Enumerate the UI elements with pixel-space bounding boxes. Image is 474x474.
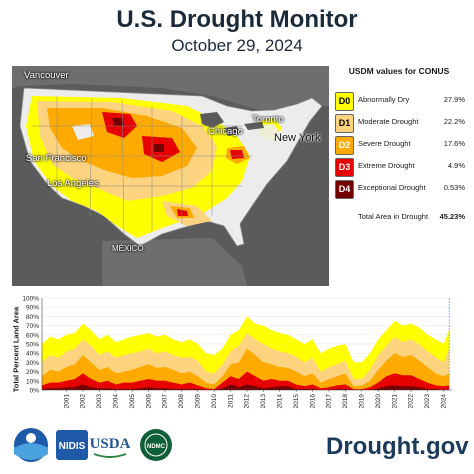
city-label-san-francisco: San Francisco — [26, 153, 87, 164]
legend-value-d2: 17.6% — [443, 139, 465, 148]
y-tick-label: 80% — [26, 314, 39, 321]
x-tick-label: 2021 — [391, 394, 398, 409]
city-label-chicago: Chicago — [208, 126, 243, 137]
legend-title: USDM values for CONUS — [348, 66, 450, 76]
country-label-mexico: MÉXICO — [112, 244, 144, 253]
x-tick-label: 2012 — [244, 394, 251, 409]
x-tick-label: 2006 — [145, 394, 152, 409]
us-map-graphic — [12, 66, 329, 286]
x-tick-label: 2011 — [227, 394, 234, 408]
x-tick-label: 2004 — [113, 394, 120, 409]
city-label-new-york: New York — [274, 132, 321, 144]
legend-label-d2: Severe Drought — [358, 139, 411, 148]
legend-row-d0: D0 Abnormally Dry 27.9% — [331, 92, 467, 111]
legend-swatch-d4: D4 — [335, 180, 354, 199]
x-tick-label: 2005 — [129, 394, 136, 409]
noaa-logo — [14, 428, 48, 462]
x-tick-label: 2020 — [375, 394, 382, 409]
area-series-d2 — [42, 348, 450, 390]
y-tick-label: 100% — [22, 296, 39, 303]
legend-value-d4: 0.53% — [443, 183, 465, 192]
x-tick-label: 2008 — [178, 394, 185, 409]
legend-row-d1: D1 Moderate Drought 22.2% — [331, 114, 467, 133]
ndmc-logo: NDMC — [140, 429, 172, 461]
nidis-logo: NIDIS — [56, 430, 88, 460]
legend-label-d0: Abnormally Dry — [358, 95, 410, 104]
city-label-toronto: Toronto — [252, 114, 284, 125]
usda-logo: USDA — [90, 436, 131, 458]
y-tick-label: 90% — [26, 305, 39, 312]
x-tick-label: 2019 — [359, 394, 366, 409]
x-tick-label: 2024 — [441, 394, 448, 409]
svg-text:USDA: USDA — [90, 436, 131, 452]
legend-value-d3: 4.9% — [447, 161, 465, 170]
city-label-vancouver: Vancouver — [24, 70, 69, 81]
legend-swatch-d2: D2 — [335, 136, 354, 155]
x-tick-label: 2014 — [277, 394, 284, 409]
x-tick-label: 2015 — [293, 394, 300, 409]
legend-label-d1: Moderate Drought — [358, 117, 419, 126]
svg-text:NDMC: NDMC — [147, 444, 166, 450]
y-tick-label: 60% — [26, 332, 39, 339]
x-tick-label: 2016 — [309, 394, 316, 409]
time-series-svg: 0% 10% 20% 30% 40% 50% 60% 70% 80% 90% 100% 2001 200… — [22, 296, 452, 409]
y-tick-label: 40% — [26, 351, 39, 358]
page-title: U.S. Drought Monitor — [116, 6, 358, 33]
drought-map[interactable]: Vancouver Chicago Toronto New York San F… — [12, 66, 329, 286]
y-tick-label: 70% — [26, 323, 39, 330]
legend-row-d3: D3 Extreme Drought 4.9% — [331, 158, 467, 177]
area-series-d4 — [42, 384, 450, 390]
y-tick-label: 10% — [26, 378, 39, 385]
x-tick-label: 2018 — [342, 394, 349, 409]
x-tick-label: 2010 — [211, 394, 218, 409]
legend-row-d4: D4 Exceptional Drought 0.53% — [331, 180, 467, 199]
partner-logos: NIDIS USDA NDMC — [10, 424, 210, 466]
legend-total-label: Total Area in Drought — [358, 212, 429, 221]
x-tick-label: 2001 — [63, 394, 70, 409]
x-tick-label: 2002 — [80, 394, 87, 409]
legend-panel: USDM values for CONUS D0 Abnormally Dry … — [331, 62, 467, 230]
legend-swatch-d1: D1 — [335, 114, 354, 133]
city-label-los-angeles: Los Angeles — [47, 178, 99, 189]
legend-value-d0: 27.9% — [443, 95, 465, 104]
legend-swatch-d0: D0 — [335, 92, 354, 111]
y-tick-label: 30% — [26, 360, 39, 367]
x-tick-label: 2013 — [260, 394, 267, 409]
y-tick-label: 50% — [26, 342, 39, 349]
x-tick-label: 2009 — [195, 394, 202, 409]
x-tick-label: 2003 — [96, 394, 103, 409]
site-link[interactable]: Drought.gov — [326, 433, 469, 460]
legend-value-d1: 22.2% — [443, 117, 465, 126]
legend-swatch-d3: D3 — [335, 158, 354, 177]
x-tick-label: 2022 — [408, 394, 415, 409]
svg-text:NIDIS: NIDIS — [59, 441, 86, 452]
y-tick-label: 0% — [30, 388, 40, 395]
y-tick-label: 20% — [26, 369, 39, 376]
area-series-d3 — [42, 371, 450, 390]
legend-total-value: 45.23% — [439, 212, 465, 221]
x-tick-label: 2023 — [424, 394, 431, 409]
map-date: October 29, 2024 — [171, 36, 303, 55]
x-tick-label: 2017 — [326, 394, 333, 409]
legend-label-d3: Extreme Drought — [358, 161, 415, 170]
legend-row-d2: D2 Severe Drought 17.6% — [331, 136, 467, 155]
x-tick-label: 2007 — [162, 394, 169, 409]
legend-label-d4: Exceptional Drought — [358, 183, 426, 192]
time-series-chart: 0% 10% 20% 30% 40% 50% 60% 70% 80% 90% 100% 2001 200… — [0, 290, 474, 418]
